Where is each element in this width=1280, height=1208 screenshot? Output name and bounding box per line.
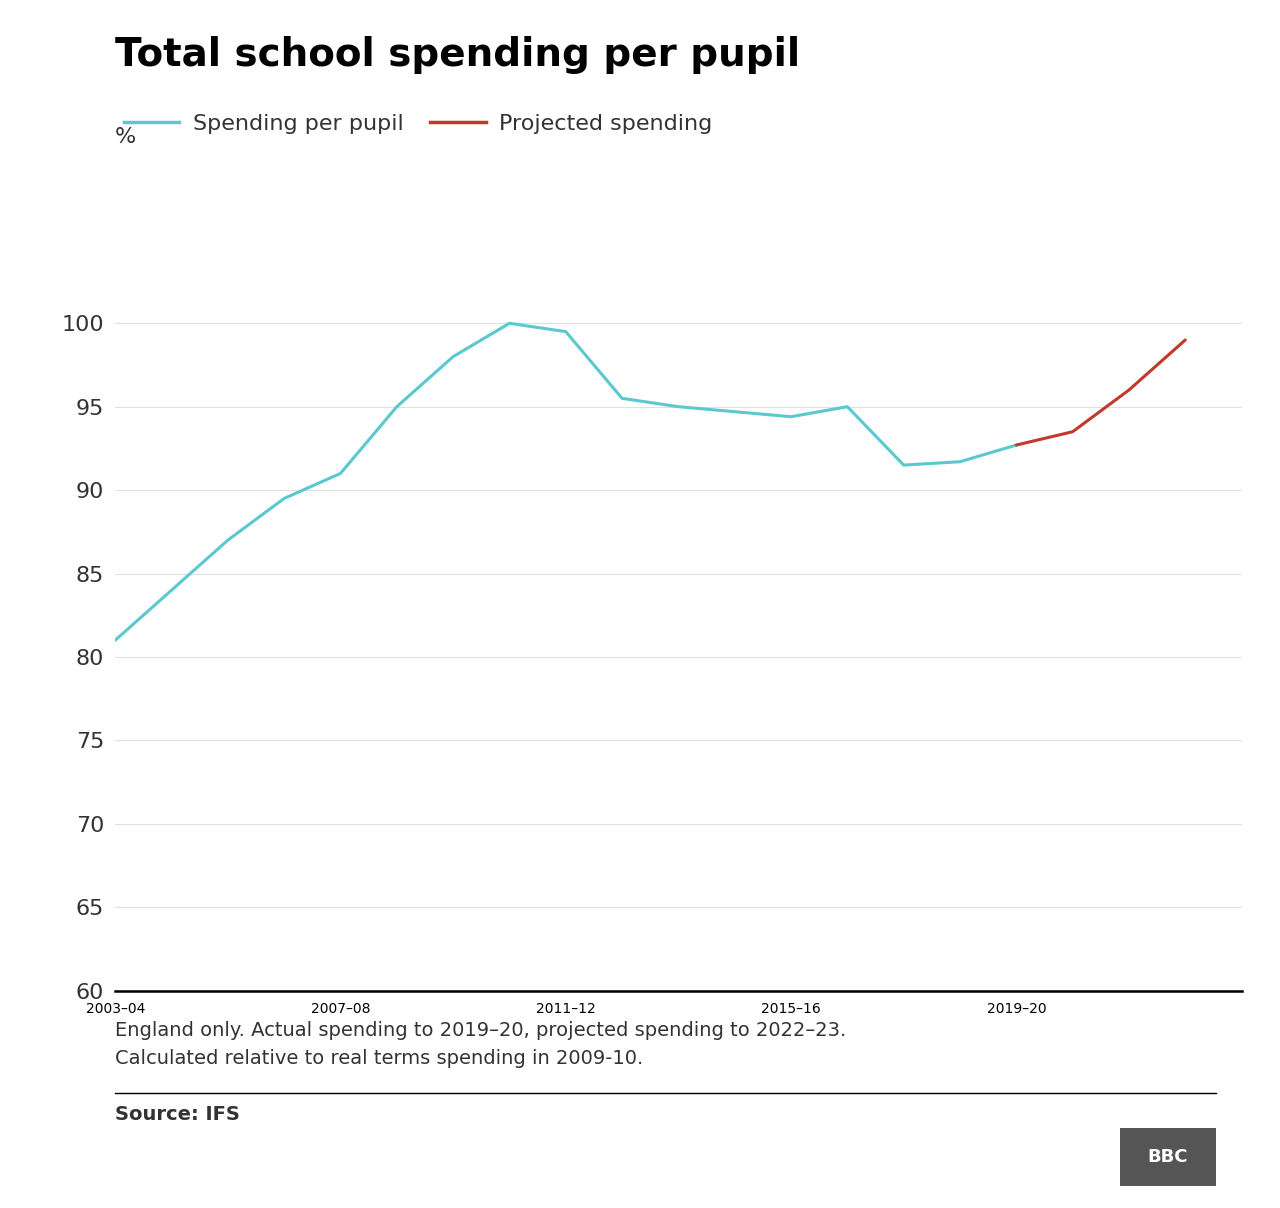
Legend: Spending per pupil, Projected spending: Spending per pupil, Projected spending (115, 105, 721, 143)
Text: BBC: BBC (1148, 1149, 1188, 1166)
Text: England only. Actual spending to 2019–20, projected spending to 2022–23.
Calcula: England only. Actual spending to 2019–20… (115, 1021, 846, 1068)
Text: Source: IFS: Source: IFS (115, 1105, 241, 1125)
Text: %: % (115, 127, 137, 147)
Text: Total school spending per pupil: Total school spending per pupil (115, 36, 800, 74)
